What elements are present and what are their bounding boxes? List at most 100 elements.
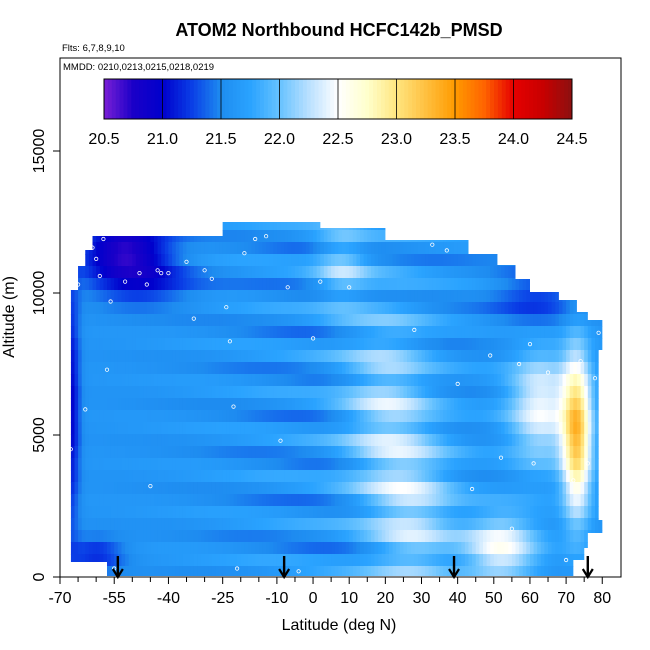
heatmap-cell [515, 314, 520, 327]
heatmap-cell [338, 410, 343, 423]
heatmap-cell [352, 506, 357, 519]
heatmap-cell [172, 374, 177, 387]
heatmap-cell [468, 434, 473, 447]
heatmap-cell [338, 350, 343, 363]
heatmap-cell [493, 458, 498, 471]
heatmap-cell [107, 338, 112, 351]
heatmap-cell [367, 434, 372, 447]
heatmap-cell [143, 266, 148, 279]
heatmap-cell [587, 494, 592, 507]
heatmap-cell [331, 254, 336, 267]
heatmap-cell [360, 422, 365, 435]
heatmap-cell [99, 458, 104, 471]
heatmap-cell [464, 278, 470, 291]
heatmap-cell [157, 530, 162, 543]
heatmap-cell [255, 530, 260, 543]
heatmap-cell [280, 302, 285, 315]
heatmap-cell [114, 530, 119, 543]
sample-point [231, 404, 236, 409]
heatmap-cell [587, 314, 592, 327]
heatmap-cell [519, 506, 524, 519]
heatmap-cell [154, 206, 158, 219]
heatmap-cell [146, 530, 151, 543]
heatmap-cell [519, 458, 524, 471]
heatmap-cell [363, 254, 368, 267]
heatmap-cell [483, 470, 488, 483]
heatmap-cell [164, 470, 169, 483]
heatmap-cell [389, 506, 394, 519]
heatmap-cell [493, 566, 498, 579]
heatmap-cell [96, 554, 101, 567]
heatmap-cell [374, 542, 379, 555]
heatmap-cell [92, 446, 97, 459]
heatmap-cell [244, 266, 249, 279]
heatmap-cell [364, 206, 368, 219]
heatmap-cell [378, 434, 383, 447]
heatmap-cell [530, 326, 535, 339]
heatmap-cell [504, 362, 509, 375]
heatmap-cell [504, 458, 509, 471]
heatmap-cell [320, 458, 325, 471]
heatmap-cell [154, 566, 159, 579]
heatmap-cell [548, 434, 553, 447]
heatmap-cell [548, 242, 553, 255]
heatmap-cell [258, 410, 263, 423]
heatmap-cell [168, 290, 173, 303]
heatmap-cell [334, 266, 339, 279]
heatmap-cell [526, 362, 531, 375]
heatmap-cell [342, 254, 347, 267]
colorbar-swatch [478, 79, 483, 119]
heatmap-cell [602, 410, 603, 423]
heatmap-cell [276, 506, 282, 519]
heatmap-cell [291, 266, 296, 279]
heatmap-cell [219, 518, 224, 531]
heatmap-cell [595, 518, 600, 531]
heatmap-cell [269, 362, 274, 375]
heatmap-cell [331, 398, 336, 411]
heatmap-cell [298, 398, 303, 411]
heatmap-cell [269, 326, 274, 339]
heatmap-cell [360, 554, 365, 567]
heatmap-cell [363, 290, 368, 303]
heatmap-cell [121, 494, 126, 507]
heatmap-cell [103, 506, 108, 519]
heatmap-cell [244, 230, 249, 243]
heatmap-cell [584, 482, 589, 495]
heatmap-cell [150, 326, 155, 339]
heatmap-cell [327, 494, 332, 507]
heatmap-cell [240, 554, 245, 567]
heatmap-cell [349, 374, 354, 387]
heatmap-cell [135, 302, 141, 315]
heatmap-cell [85, 266, 90, 279]
heatmap-cell [436, 326, 441, 339]
heatmap-cell [548, 482, 553, 495]
heatmap-cell [74, 350, 79, 363]
heatmap-cell [128, 386, 133, 399]
heatmap-cell [403, 542, 408, 555]
heatmap-cell [345, 518, 350, 531]
heatmap-cell [175, 230, 180, 243]
heatmap-cell [530, 338, 535, 351]
heatmap-cell [569, 482, 574, 495]
heatmap-cell [349, 470, 354, 483]
heatmap-cell [208, 314, 213, 327]
heatmap-cell [215, 554, 220, 567]
heatmap-cell [211, 506, 216, 519]
heatmap-cell [182, 338, 188, 351]
heatmap-cell [381, 386, 386, 399]
heatmap-cell [70, 518, 75, 531]
heatmap-cell [229, 386, 235, 399]
heatmap-cell [110, 506, 115, 519]
heatmap-cell [70, 530, 75, 543]
heatmap-cell [287, 410, 292, 423]
heatmap-cell [461, 506, 466, 519]
heatmap-cell [298, 422, 303, 435]
heatmap-cell [146, 362, 151, 375]
heatmap-cell [287, 222, 292, 231]
heatmap-cell [511, 230, 517, 243]
heatmap-cell [269, 222, 274, 231]
heatmap-cell [222, 542, 227, 555]
heatmap-cell [580, 422, 585, 435]
heatmap-cell [229, 338, 235, 351]
heatmap-cell [428, 470, 433, 483]
